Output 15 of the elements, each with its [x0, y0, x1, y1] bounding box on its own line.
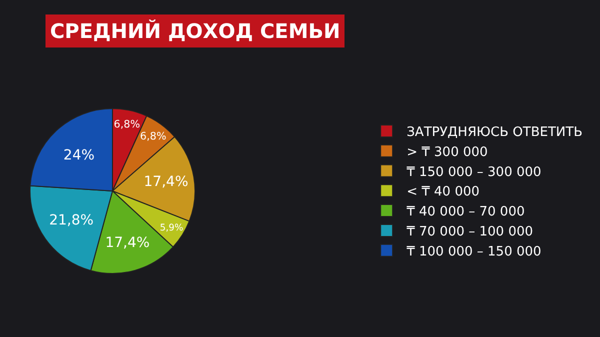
data-label: 17,4%: [105, 235, 150, 252]
legend-label: ₸ 150 000 – 300 000: [406, 164, 542, 180]
legend-label: ₸ 40 000 – 70 000: [406, 204, 525, 220]
data-label: 6,8%: [140, 130, 166, 142]
data-label: 21,8%: [49, 212, 94, 228]
data-label: 5,9%: [160, 222, 184, 234]
legend-label: ₸ 70 000 – 100 000: [406, 224, 534, 240]
legend-label: < ₸ 40 000: [406, 184, 480, 200]
data-label: 17,4%: [144, 174, 188, 190]
chart-title: СРЕДНИЙ ДОХОД СЕМЬИ: [50, 19, 340, 43]
legend-label: ₸ 100 000 – 150 000: [406, 244, 542, 260]
legend-label: > ₸ 300 000: [406, 144, 488, 160]
legend-label: ЗАТРУДНЯЮСЬ ОТВЕТИТЬ: [406, 125, 582, 140]
data-label: 24%: [63, 147, 95, 164]
data-label: 6,8%: [114, 118, 140, 130]
